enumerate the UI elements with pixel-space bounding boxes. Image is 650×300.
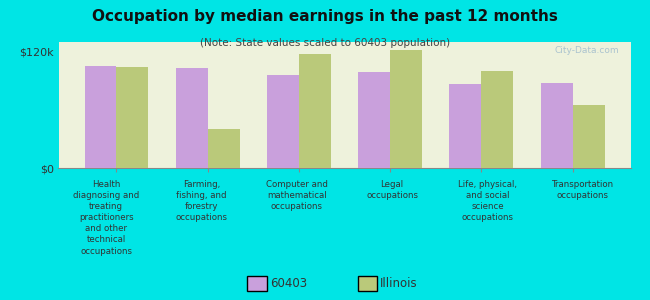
Text: Legal
occupations: Legal occupations	[366, 180, 418, 200]
Bar	[176, 68, 207, 168]
Bar	[573, 105, 604, 168]
Text: Farming,
fishing, and
forestry
occupations: Farming, fishing, and forestry occupatio…	[176, 180, 227, 222]
Bar	[84, 66, 116, 168]
Text: Transportation
occupations: Transportation occupations	[552, 180, 614, 200]
Text: (Note: State values scaled to 60403 population): (Note: State values scaled to 60403 popu…	[200, 38, 450, 47]
Text: Illinois: Illinois	[380, 277, 418, 290]
Bar	[299, 54, 331, 168]
Bar	[482, 71, 514, 168]
Bar	[449, 84, 482, 168]
Text: Life, physical,
and social
science
occupations: Life, physical, and social science occup…	[458, 180, 517, 222]
Bar	[207, 129, 240, 168]
Text: Computer and
mathematical
occupations: Computer and mathematical occupations	[266, 180, 328, 211]
Text: Occupation by median earnings in the past 12 months: Occupation by median earnings in the pas…	[92, 9, 558, 24]
Bar	[358, 72, 390, 168]
Bar	[541, 83, 573, 168]
Bar	[390, 50, 422, 168]
Text: City-Data.com: City-Data.com	[554, 46, 619, 55]
Bar	[267, 75, 299, 168]
Bar	[116, 67, 148, 168]
Text: Health
diagnosing and
treating
practitioners
and other
technical
occupations: Health diagnosing and treating practitio…	[73, 180, 139, 256]
Text: 60403: 60403	[270, 277, 307, 290]
